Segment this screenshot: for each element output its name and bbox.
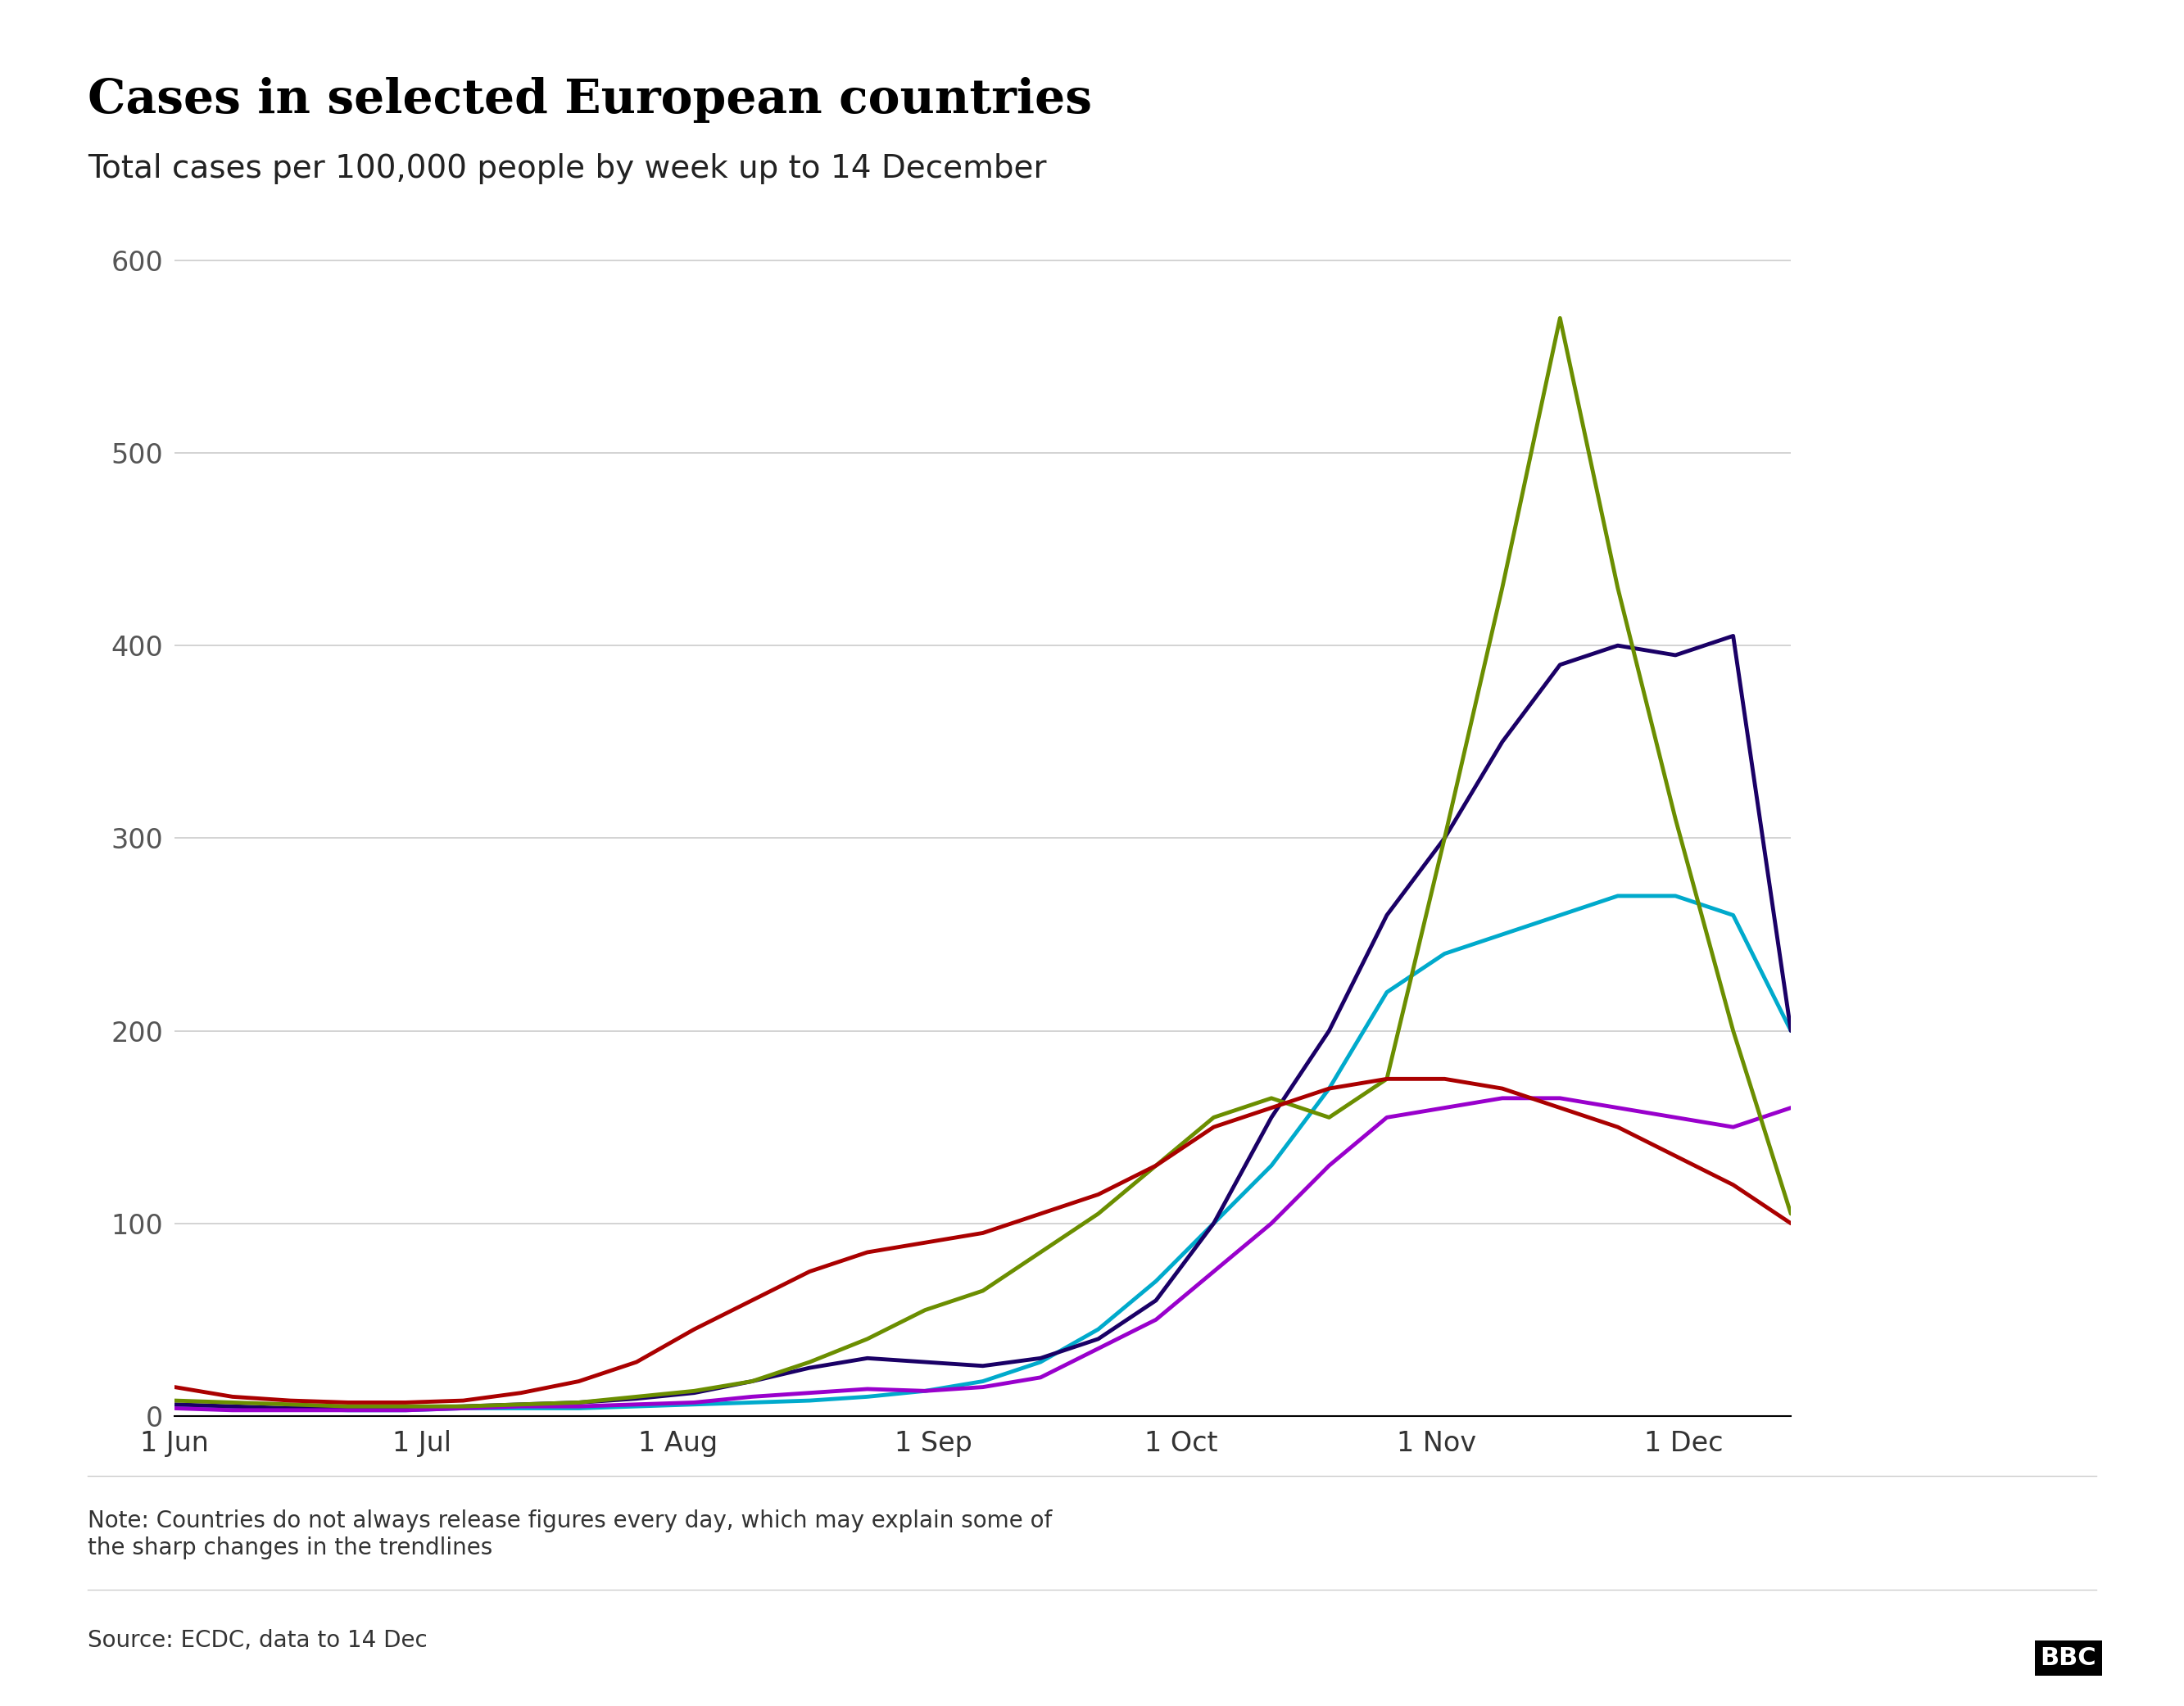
- Text: Note: Countries do not always release figures every day, which may explain some : Note: Countries do not always release fi…: [87, 1510, 1053, 1559]
- Text: Source: ECDC, data to 14 Dec: Source: ECDC, data to 14 Dec: [87, 1629, 428, 1651]
- Text: BBC: BBC: [2040, 1646, 2097, 1670]
- Text: Cases in selected European countries: Cases in selected European countries: [87, 77, 1092, 123]
- Text: Total cases per 100,000 people by week up to 14 December: Total cases per 100,000 people by week u…: [87, 154, 1046, 184]
